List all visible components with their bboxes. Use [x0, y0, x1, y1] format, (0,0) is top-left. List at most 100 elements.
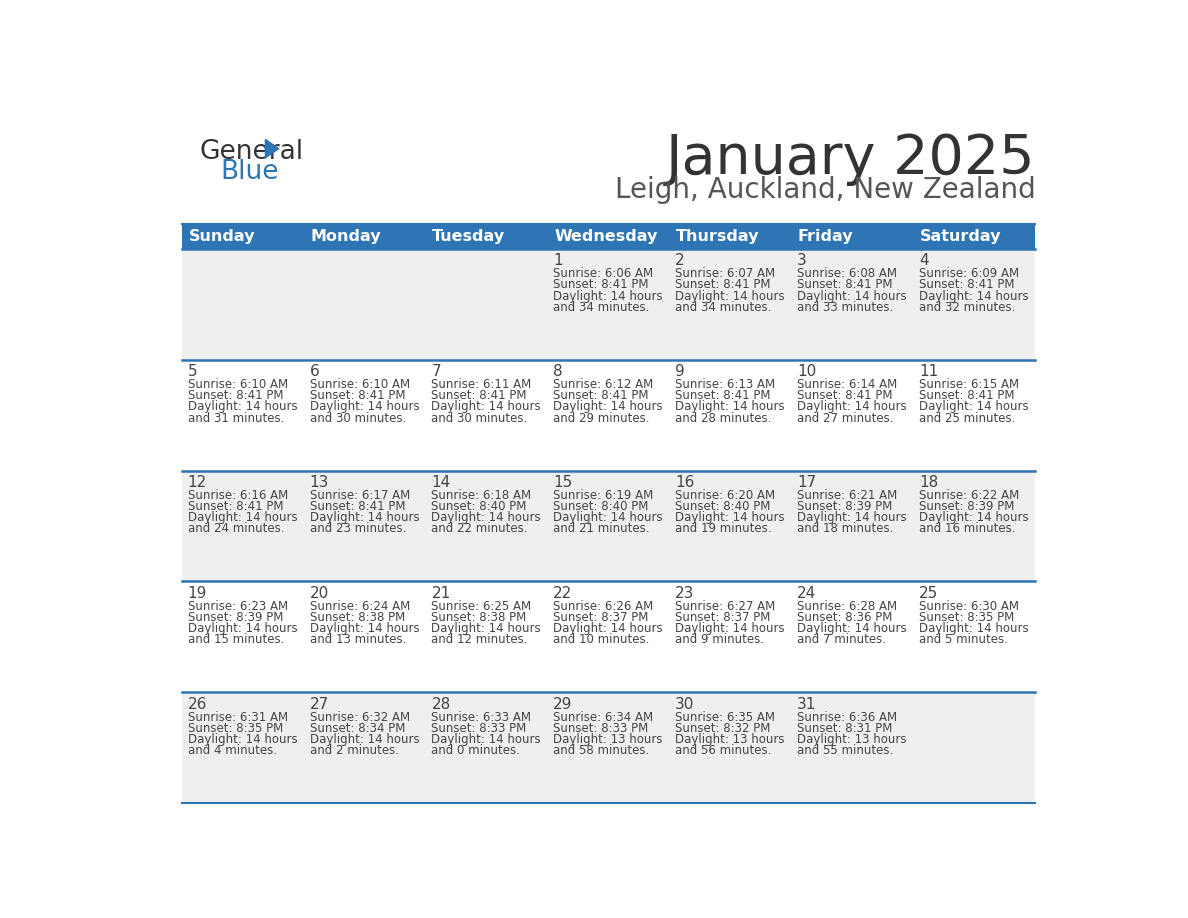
Text: Friday: Friday	[798, 229, 853, 244]
Text: Daylight: 14 hours: Daylight: 14 hours	[797, 622, 906, 635]
Text: and 28 minutes.: and 28 minutes.	[675, 411, 771, 425]
Bar	[548, 224, 670, 249]
Text: 2: 2	[675, 253, 684, 268]
Text: and 21 minutes.: and 21 minutes.	[554, 522, 650, 535]
Text: Sunrise: 6:08 AM: Sunrise: 6:08 AM	[797, 267, 897, 280]
Text: and 24 minutes.: and 24 minutes.	[188, 522, 284, 535]
Text: 13: 13	[310, 476, 329, 490]
Text: 11: 11	[920, 364, 939, 379]
Text: Sunday: Sunday	[189, 229, 255, 244]
Text: Daylight: 14 hours: Daylight: 14 hours	[920, 289, 1029, 303]
Text: Sunrise: 6:25 AM: Sunrise: 6:25 AM	[431, 599, 531, 613]
Text: 17: 17	[797, 476, 816, 490]
Text: Daylight: 14 hours: Daylight: 14 hours	[675, 289, 785, 303]
Bar	[426, 224, 548, 249]
Text: and 15 minutes.: and 15 minutes.	[188, 633, 284, 646]
Text: Sunrise: 6:06 AM: Sunrise: 6:06 AM	[554, 267, 653, 280]
Text: 4: 4	[920, 253, 929, 268]
Text: Sunrise: 6:13 AM: Sunrise: 6:13 AM	[675, 378, 776, 391]
Text: Daylight: 14 hours: Daylight: 14 hours	[675, 622, 785, 635]
Text: 10: 10	[797, 364, 816, 379]
Text: Sunset: 8:38 PM: Sunset: 8:38 PM	[310, 611, 405, 624]
Text: and 31 minutes.: and 31 minutes.	[188, 411, 284, 425]
Text: 31: 31	[797, 697, 816, 711]
Text: Sunrise: 6:23 AM: Sunrise: 6:23 AM	[188, 599, 287, 613]
Text: Daylight: 14 hours: Daylight: 14 hours	[310, 400, 419, 413]
Text: 9: 9	[675, 364, 685, 379]
Text: Daylight: 14 hours: Daylight: 14 hours	[797, 400, 906, 413]
Bar	[182, 224, 304, 249]
Text: Daylight: 14 hours: Daylight: 14 hours	[431, 622, 541, 635]
Text: Sunset: 8:41 PM: Sunset: 8:41 PM	[188, 389, 283, 402]
Text: and 33 minutes.: and 33 minutes.	[797, 301, 893, 314]
Bar	[914, 224, 1036, 249]
Text: Sunset: 8:41 PM: Sunset: 8:41 PM	[920, 389, 1015, 402]
Text: Tuesday: Tuesday	[432, 229, 505, 244]
Text: Sunrise: 6:27 AM: Sunrise: 6:27 AM	[675, 599, 776, 613]
Text: and 13 minutes.: and 13 minutes.	[310, 633, 406, 646]
Text: Sunrise: 6:35 AM: Sunrise: 6:35 AM	[675, 711, 776, 723]
Text: 6: 6	[310, 364, 320, 379]
Text: and 30 minutes.: and 30 minutes.	[310, 411, 406, 425]
Text: 22: 22	[554, 586, 573, 601]
Text: Sunset: 8:35 PM: Sunset: 8:35 PM	[188, 722, 283, 735]
Text: Sunrise: 6:07 AM: Sunrise: 6:07 AM	[675, 267, 776, 280]
Text: Sunset: 8:31 PM: Sunset: 8:31 PM	[797, 722, 892, 735]
Text: Daylight: 14 hours: Daylight: 14 hours	[797, 511, 906, 524]
Text: 24: 24	[797, 586, 816, 601]
Text: and 34 minutes.: and 34 minutes.	[554, 301, 650, 314]
Text: Daylight: 13 hours: Daylight: 13 hours	[797, 733, 906, 746]
Text: and 56 minutes.: and 56 minutes.	[675, 744, 771, 757]
Text: 3: 3	[797, 253, 807, 268]
Text: 21: 21	[431, 586, 450, 601]
Text: and 27 minutes.: and 27 minutes.	[797, 411, 893, 425]
Text: 18: 18	[920, 476, 939, 490]
Text: Sunrise: 6:17 AM: Sunrise: 6:17 AM	[310, 489, 410, 502]
Bar	[182, 471, 1036, 581]
Text: and 22 minutes.: and 22 minutes.	[431, 522, 527, 535]
Text: 5: 5	[188, 364, 197, 379]
Bar	[304, 224, 426, 249]
Text: Sunrise: 6:28 AM: Sunrise: 6:28 AM	[797, 599, 897, 613]
Text: Sunrise: 6:31 AM: Sunrise: 6:31 AM	[188, 711, 287, 723]
Text: Monday: Monday	[310, 229, 381, 244]
Text: and 34 minutes.: and 34 minutes.	[675, 301, 771, 314]
Text: Sunrise: 6:12 AM: Sunrise: 6:12 AM	[554, 378, 653, 391]
Text: Daylight: 14 hours: Daylight: 14 hours	[920, 622, 1029, 635]
Text: Sunset: 8:39 PM: Sunset: 8:39 PM	[797, 500, 892, 513]
Text: Daylight: 14 hours: Daylight: 14 hours	[554, 622, 663, 635]
Text: Sunrise: 6:16 AM: Sunrise: 6:16 AM	[188, 489, 287, 502]
Text: 14: 14	[431, 476, 450, 490]
Text: Sunrise: 6:32 AM: Sunrise: 6:32 AM	[310, 711, 410, 723]
Text: Sunset: 8:34 PM: Sunset: 8:34 PM	[310, 722, 405, 735]
Text: and 30 minutes.: and 30 minutes.	[431, 411, 527, 425]
Text: Sunrise: 6:22 AM: Sunrise: 6:22 AM	[920, 489, 1019, 502]
Bar	[791, 224, 914, 249]
Text: Sunset: 8:38 PM: Sunset: 8:38 PM	[431, 611, 526, 624]
Text: and 4 minutes.: and 4 minutes.	[188, 744, 277, 757]
Text: Sunrise: 6:19 AM: Sunrise: 6:19 AM	[554, 489, 653, 502]
Text: and 5 minutes.: and 5 minutes.	[920, 633, 1007, 646]
Text: Sunset: 8:41 PM: Sunset: 8:41 PM	[188, 500, 283, 513]
Text: Sunset: 8:41 PM: Sunset: 8:41 PM	[554, 278, 649, 291]
Text: and 32 minutes.: and 32 minutes.	[920, 301, 1016, 314]
Text: 26: 26	[188, 697, 207, 711]
Text: Sunset: 8:41 PM: Sunset: 8:41 PM	[797, 389, 892, 402]
Text: Sunset: 8:37 PM: Sunset: 8:37 PM	[675, 611, 771, 624]
Text: Sunrise: 6:15 AM: Sunrise: 6:15 AM	[920, 378, 1019, 391]
Text: Sunset: 8:40 PM: Sunset: 8:40 PM	[675, 500, 771, 513]
Text: January 2025: January 2025	[666, 131, 1036, 185]
Bar	[182, 249, 1036, 360]
Text: Daylight: 13 hours: Daylight: 13 hours	[675, 733, 785, 746]
Text: 29: 29	[554, 697, 573, 711]
Text: 16: 16	[675, 476, 695, 490]
Text: Sunrise: 6:14 AM: Sunrise: 6:14 AM	[797, 378, 897, 391]
Text: and 16 minutes.: and 16 minutes.	[920, 522, 1016, 535]
Text: Daylight: 14 hours: Daylight: 14 hours	[188, 733, 297, 746]
Text: and 19 minutes.: and 19 minutes.	[675, 522, 772, 535]
Text: Sunrise: 6:33 AM: Sunrise: 6:33 AM	[431, 711, 531, 723]
Bar	[670, 224, 791, 249]
Text: Daylight: 14 hours: Daylight: 14 hours	[188, 511, 297, 524]
Text: Daylight: 14 hours: Daylight: 14 hours	[920, 511, 1029, 524]
Text: Leigh, Auckland, New Zealand: Leigh, Auckland, New Zealand	[614, 175, 1036, 204]
